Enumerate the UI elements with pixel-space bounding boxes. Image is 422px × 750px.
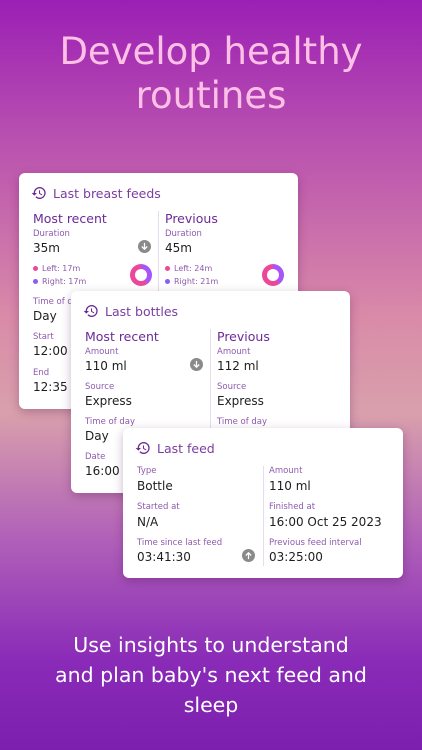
tagline-line-2: and plan baby's next feed and [55, 663, 367, 687]
breast-previous-duration-label: Duration [165, 229, 202, 239]
breast-recent-start-label: Start [33, 332, 54, 342]
breast-recent-left: Left: 17m [33, 264, 80, 273]
last-feed-since: 03:41:30 [137, 550, 191, 564]
bottles-previous-tod-label: Time of day [217, 417, 268, 427]
bottles-previous-amount-label: Amount [217, 347, 251, 357]
arrow-down-icon [141, 242, 148, 251]
breast-recent-start: 12:00 O [33, 344, 81, 358]
bottles-recent-tod-label: Time of day [85, 417, 136, 427]
bottles-recent-date-label: Date [85, 452, 106, 462]
breast-recent-end: 12:35 O [33, 380, 81, 394]
bottles-previous-source: Express [217, 394, 264, 408]
bottles-recent-amount-label: Amount [85, 347, 119, 357]
tagline-line-1: Use insights to understand [73, 633, 349, 657]
breast-recent-right: Right: 17m [33, 277, 86, 286]
history-icon [135, 442, 150, 454]
bottles-previous-source-label: Source [217, 382, 247, 392]
breast-recent-tod-label: Time of day [33, 297, 84, 307]
left-dot-icon [165, 266, 170, 271]
breast-card-header: Last breast feeds [31, 185, 161, 201]
last-feed-amount: 110 ml [269, 479, 311, 493]
breast-recent-end-label: End [33, 368, 50, 378]
last-feed-amount-label: Amount [269, 466, 303, 476]
last-feed-since-label: Time since last feed [137, 538, 223, 548]
last-feed-interval-label: Previous feed interval [269, 538, 362, 548]
last-feed-title: Last feed [157, 440, 215, 456]
bottles-recent-arrow-button[interactable] [190, 358, 203, 371]
history-icon [31, 187, 46, 199]
breast-card-title: Last breast feeds [53, 185, 161, 201]
right-dot-icon [165, 279, 170, 284]
bottles-card-title: Last bottles [105, 303, 179, 319]
breast-previous-ring-icon [262, 264, 284, 286]
bottles-previous-amount: 112 ml [217, 359, 259, 373]
breast-recent-left-text: Left: 17m [42, 264, 81, 273]
bottles-previous-heading: Previous [217, 329, 270, 344]
tagline: Use insights to understand and plan baby… [20, 630, 402, 720]
bottles-recent-source: Express [85, 394, 132, 408]
last-feed-header: Last feed [135, 440, 215, 456]
bottles-recent-amount: 110 ml [85, 359, 127, 373]
last-feed-interval: 03:25:00 [269, 550, 323, 564]
last-feed-type: Bottle [137, 479, 173, 493]
headline-line-1: Develop healthy [59, 30, 363, 73]
breast-recent-right-text: Right: 17m [42, 277, 87, 286]
last-feed-started: N/A [137, 515, 159, 529]
bottles-recent-tod: Day [85, 429, 109, 443]
last-feed-column-divider [263, 466, 264, 566]
headline-line-2: routines [135, 74, 287, 117]
right-dot-icon [33, 279, 38, 284]
bottles-recent-date: 16:00 O [85, 464, 133, 478]
breast-recent-ring-icon [130, 264, 152, 286]
left-dot-icon [33, 266, 38, 271]
bottles-card-header: Last bottles [83, 303, 178, 319]
breast-previous-left-text: Left: 24m [174, 264, 213, 273]
tagline-line-3: sleep [183, 693, 239, 717]
last-feed-type-label: Type [137, 466, 157, 476]
history-icon [83, 305, 98, 317]
last-feed-arrow-button[interactable] [242, 549, 255, 562]
last-feed-finished-label: Finished at [269, 502, 316, 512]
arrow-up-icon [245, 551, 252, 560]
breast-recent-tod: Day [33, 309, 57, 323]
last-feed-started-label: Started at [137, 502, 180, 512]
breast-previous-left: Left: 24m [165, 264, 212, 273]
breast-column-divider [158, 211, 159, 291]
breast-previous-duration: 45m [165, 241, 192, 255]
bottles-column-divider [210, 329, 211, 469]
headline: Develop healthy routines [0, 30, 422, 118]
breast-previous-heading: Previous [165, 211, 218, 226]
last-feed-finished: 16:00 Oct 25 2023 [269, 515, 382, 529]
bottles-recent-heading: Most recent [85, 329, 159, 344]
breast-recent-duration-label: Duration [33, 229, 70, 239]
arrow-down-icon [193, 360, 200, 369]
last-feed-card: Last feed Type Bottle Started at N/A Tim… [123, 428, 403, 578]
breast-recent-arrow-button[interactable] [138, 240, 151, 253]
breast-previous-right: Right: 21m [165, 277, 218, 286]
breast-recent-duration: 35m [33, 241, 60, 255]
bottles-recent-source-label: Source [85, 382, 115, 392]
breast-recent-heading: Most recent [33, 211, 107, 226]
breast-previous-right-text: Right: 21m [174, 277, 219, 286]
